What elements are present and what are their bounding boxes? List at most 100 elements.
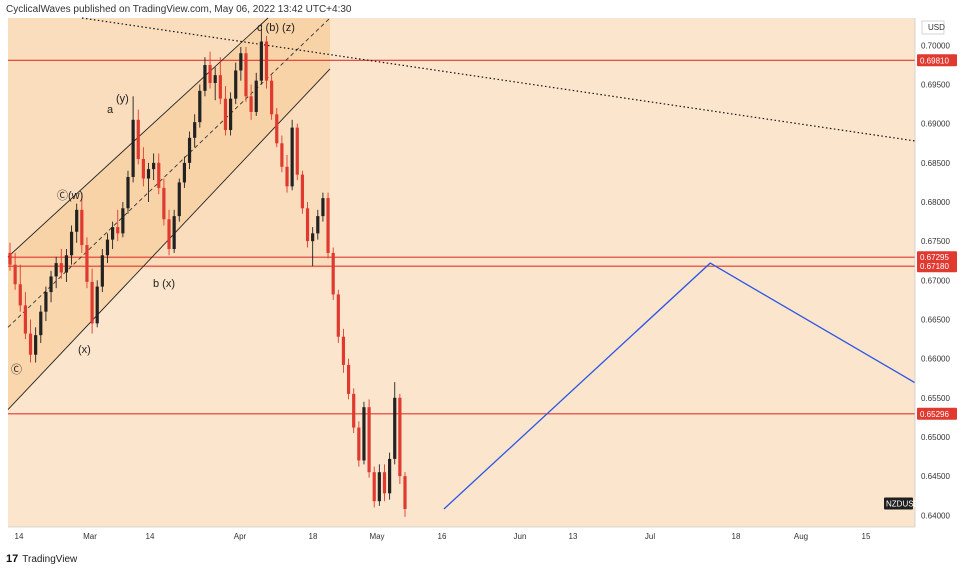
- candle: [34, 327, 38, 363]
- candle: [372, 466, 376, 508]
- candle: [346, 358, 351, 400]
- candle: [362, 401, 366, 465]
- candle: [126, 170, 130, 214]
- candle: [388, 452, 392, 500]
- candle: [259, 23, 263, 85]
- candle: [80, 192, 84, 253]
- candle: [300, 170, 305, 214]
- candle: [331, 247, 335, 300]
- wave-label: (y): [116, 93, 129, 105]
- publish-header: CyclicalWaves published on TradingView.c…: [6, 4, 352, 15]
- y-axis-ticks: 0.64000 0.64500 0.65000 0.65500 0.66000 0.665…: [921, 41, 950, 520]
- x-tick-label: 16: [438, 532, 447, 541]
- candle: [239, 46, 243, 81]
- candle: [198, 84, 202, 128]
- candle: [131, 96, 135, 183]
- y-tick-label: 0.64000: [921, 511, 950, 520]
- x-tick-label: Jul: [645, 532, 655, 541]
- candle: [357, 421, 361, 467]
- level-price-text: 0.69810: [920, 56, 949, 65]
- candle: [49, 270, 53, 303]
- wave-label: c (b) (z): [257, 22, 295, 34]
- candle: [285, 155, 289, 193]
- x-tick-label: 18: [309, 532, 318, 541]
- candle: [367, 399, 371, 478]
- candle: [223, 86, 228, 136]
- candle: [254, 72, 258, 116]
- candle: [44, 286, 48, 322]
- candle: [177, 178, 181, 222]
- x-tick-label: 14: [15, 532, 24, 541]
- candle: [90, 268, 94, 334]
- candle: [146, 162, 151, 203]
- wave-label: Ⓒ: [11, 363, 22, 376]
- candle: [244, 46, 248, 102]
- candle: [336, 289, 340, 343]
- symbol-tag: [884, 497, 913, 510]
- support-resistance-levels: [8, 59, 915, 415]
- candle: [295, 123, 299, 181]
- y-tick-label: 0.68500: [921, 159, 950, 168]
- candle: [116, 209, 120, 242]
- x-tick-label: 13: [569, 532, 578, 541]
- candle: [326, 192, 330, 259]
- candle: [28, 319, 33, 363]
- level-price-tag: [917, 260, 957, 273]
- candle: [208, 51, 212, 89]
- candle: [352, 388, 356, 434]
- candle: [110, 221, 115, 250]
- x-axis-ticks: 14 Mar 14 Apr 18 May 16 Jun 13 Jul 18 Aug 15: [15, 532, 871, 541]
- y-tick-label: 0.64500: [921, 472, 950, 481]
- candle: [203, 57, 207, 97]
- candle: [213, 67, 217, 101]
- y-tick-label: 0.65500: [921, 394, 950, 403]
- candle: [280, 135, 284, 173]
- candle: [382, 464, 387, 502]
- level-price-tag: [917, 54, 957, 67]
- x-tick-label: 18: [732, 532, 741, 541]
- candle: [157, 153, 161, 195]
- candle: [305, 202, 310, 248]
- plot-background: [8, 18, 915, 527]
- channel-mid-line: [7, 17, 331, 328]
- candle: [187, 131, 192, 170]
- y-axis-panel[interactable]: [915, 18, 960, 527]
- level-price-tag: [917, 407, 957, 420]
- x-tick-label: Apr: [234, 532, 247, 541]
- y-tick-label: 0.69000: [921, 120, 950, 129]
- candle: [105, 233, 110, 264]
- candle: [398, 393, 402, 484]
- tradingview-brand[interactable]: TradingView: [22, 553, 78, 565]
- y-tick-label: 0.68000: [921, 198, 950, 207]
- candle: [23, 292, 27, 340]
- x-tick-label: 14: [146, 532, 155, 541]
- candle: [182, 156, 187, 188]
- candle: [377, 464, 381, 506]
- candle: [228, 92, 233, 136]
- y-tick-label: 0.66500: [921, 315, 950, 324]
- level-price-text: 0.65296: [920, 410, 949, 419]
- candle: [403, 472, 407, 517]
- candle: [264, 36, 269, 89]
- level-price-text: 0.67180: [920, 262, 949, 271]
- wave-label: b (x): [153, 278, 175, 290]
- symbol-tag-text: NZDUSD: [886, 500, 920, 509]
- wave-label: Ⓒ(w): [57, 189, 83, 202]
- candle: [75, 203, 79, 243]
- candle: [59, 249, 63, 279]
- candle: [218, 57, 222, 105]
- x-tick-label: May: [369, 532, 384, 541]
- candle: [393, 382, 397, 465]
- candle: [64, 249, 69, 282]
- candle: [162, 178, 166, 226]
- candle: [54, 256, 58, 289]
- x-tick-label: 15: [862, 532, 871, 541]
- candle: [290, 119, 294, 191]
- candle: [341, 328, 346, 373]
- candle: [8, 242, 12, 271]
- candle: [249, 84, 253, 120]
- candle: [193, 114, 197, 148]
- candle: [136, 109, 140, 165]
